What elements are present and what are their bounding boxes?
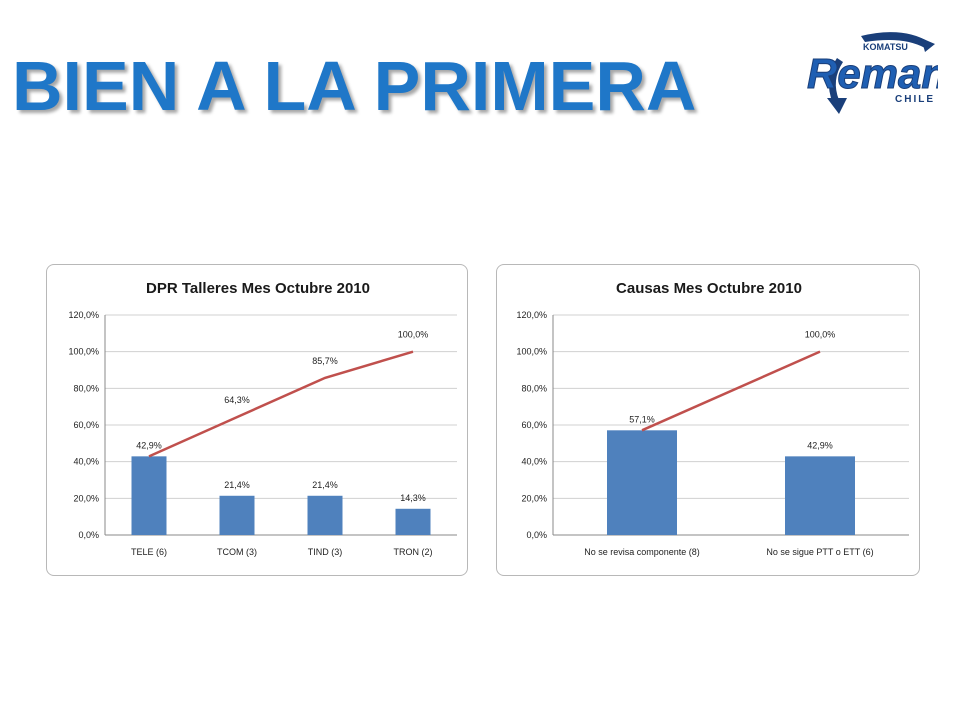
chart-causas: Causas Mes Octubre 2010 0,0% 20,0% 40,0% 60,… xyxy=(496,264,920,576)
chart-dpr-svg: DPR Talleres Mes Octubre 2010 0,0% 20,0% 40… xyxy=(68,280,457,557)
bar-data-label: 42,9% xyxy=(807,440,833,450)
bar xyxy=(219,495,255,535)
y-tick-label: 40,0% xyxy=(521,457,547,467)
logo-top-text: KOMATSU xyxy=(863,42,908,52)
bar xyxy=(607,430,677,535)
bar xyxy=(307,495,343,535)
y-tick-label: 0,0% xyxy=(526,530,547,540)
y-tick-label: 80,0% xyxy=(73,383,99,393)
x-tick-label: TRON (2) xyxy=(394,547,433,557)
bar xyxy=(395,508,431,535)
reman-logo-icon: KOMATSU Reman CHILE xyxy=(807,32,948,114)
y-tick-label: 60,0% xyxy=(73,420,99,430)
page-title: BIEN A LA PRIMERA xyxy=(12,47,697,125)
y-tick-label: 120,0% xyxy=(68,310,99,320)
bar-data-label: 57,1% xyxy=(629,414,655,424)
y-tick-label: 100,0% xyxy=(68,347,99,357)
y-tick-label: 0,0% xyxy=(78,530,99,540)
y-tick-label: 100,0% xyxy=(516,347,547,357)
bar-data-label: 42,9% xyxy=(136,440,162,450)
chart-title: Causas Mes Octubre 2010 xyxy=(616,280,802,297)
bar-data-label: 21,4% xyxy=(312,480,338,490)
cumulative-line xyxy=(148,350,414,458)
bar-data-label: 14,3% xyxy=(400,493,426,503)
logo-brand-text: Reman xyxy=(807,50,938,97)
x-tick-label: No se revisa componente (8) xyxy=(584,547,700,557)
y-tick-label: 40,0% xyxy=(73,457,99,467)
y-tick-label: 80,0% xyxy=(521,383,547,393)
line-data-label: 100,0% xyxy=(398,330,429,340)
bar-data-label: 21,4% xyxy=(224,480,250,490)
y-tick-label: 20,0% xyxy=(73,493,99,503)
line-data-label: 85,7% xyxy=(312,356,338,366)
x-tick-label: TELE (6) xyxy=(131,547,167,557)
x-tick-label: TIND (3) xyxy=(308,547,343,557)
cumulative-line xyxy=(641,350,821,432)
logo-sub-text: CHILE xyxy=(895,94,935,105)
y-tick-label: 20,0% xyxy=(521,493,547,503)
line-data-label: 64,3% xyxy=(224,395,250,405)
bar xyxy=(785,456,855,535)
x-tick-label: No se sigue PTT o ETT (6) xyxy=(766,547,873,557)
x-tick-label: TCOM (3) xyxy=(217,547,257,557)
chart-dpr-talleres: DPR Talleres Mes Octubre 2010 0,0% 20,0% 40… xyxy=(46,264,468,576)
y-tick-label: 60,0% xyxy=(521,420,547,430)
chart-title: DPR Talleres Mes Octubre 2010 xyxy=(146,280,370,297)
line-data-label: 100,0% xyxy=(805,330,836,340)
komatsu-reman-logo: KOMATSU Reman CHILE xyxy=(803,28,948,120)
y-tick-label: 120,0% xyxy=(516,310,547,320)
chart-causas-svg: Causas Mes Octubre 2010 0,0% 20,0% 40,0% 60,… xyxy=(516,280,909,557)
bar xyxy=(131,456,167,535)
